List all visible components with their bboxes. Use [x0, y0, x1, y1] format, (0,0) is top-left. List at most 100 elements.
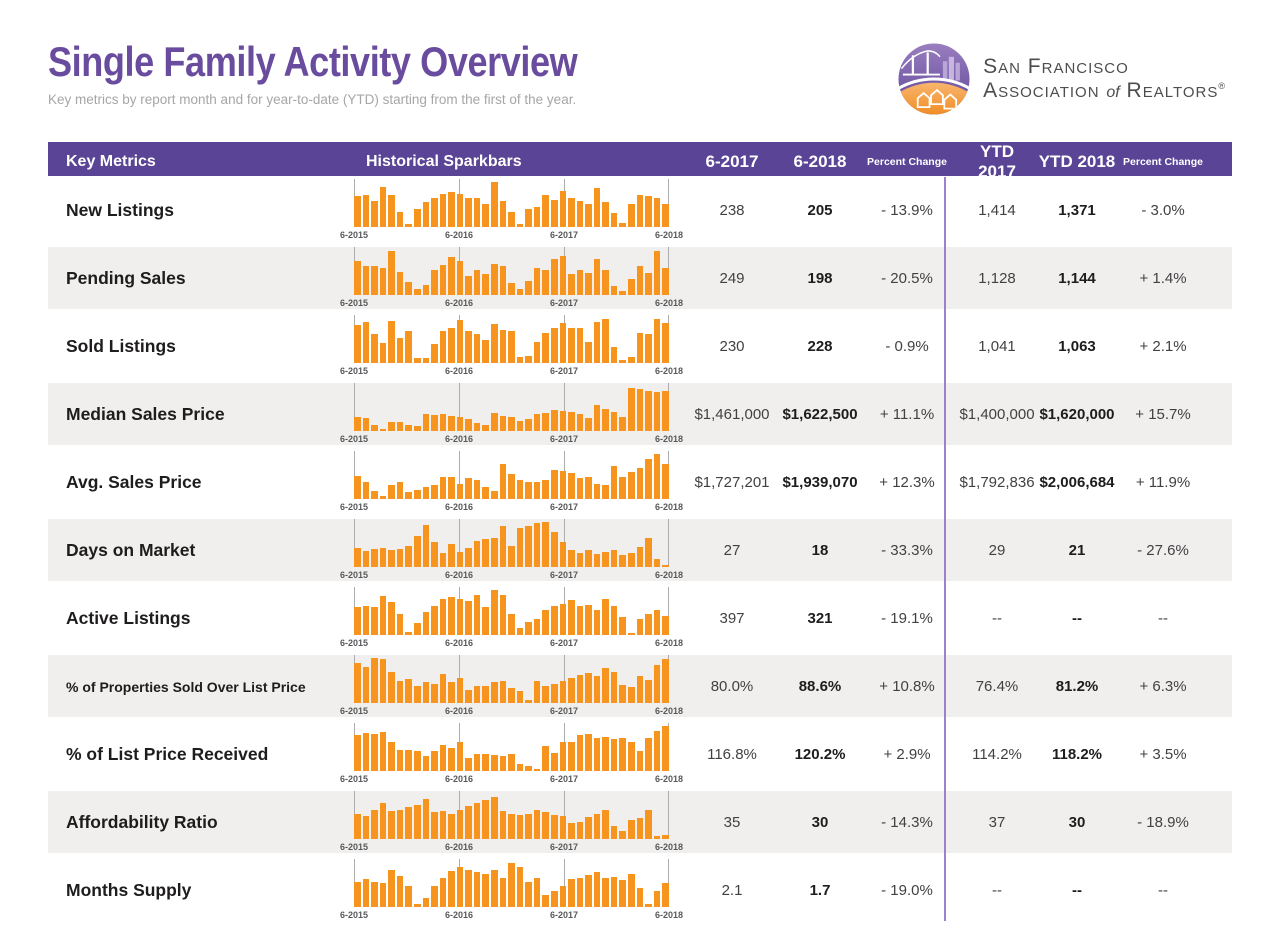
spark-bar: [636, 195, 644, 227]
value-percent-change-ytd: + 15.7%: [1135, 406, 1191, 423]
spark-bar: [388, 811, 395, 839]
spark-bar: [628, 874, 635, 907]
spark-bar: [354, 261, 361, 295]
spark-bar: [465, 758, 472, 771]
spark-gridline: [668, 587, 669, 635]
spark-bar: [465, 548, 472, 567]
spark-bar: [362, 482, 370, 499]
spark-bar: [439, 553, 447, 567]
spark-bar: [448, 682, 455, 703]
sparkbar-axis: 6-2015 6-2016 6-2017 6-2018: [340, 909, 683, 922]
spark-bar: [456, 552, 464, 567]
spark-axis-label: 6-2016: [444, 842, 473, 852]
spark-bar: [456, 484, 464, 499]
spark-bar: [516, 628, 524, 635]
spark-bar: [576, 675, 584, 703]
sparkbar-axis: 6-2015 6-2016 6-2017 6-2018: [340, 501, 683, 514]
table-row: Avg. Sales Price 6-2015 6-2016 6-2017 6-201…: [48, 448, 1232, 516]
spark-bar: [516, 289, 524, 295]
spark-bar: [636, 818, 644, 839]
spark-bar: [568, 823, 575, 839]
spark-bar: [559, 816, 567, 839]
spark-bar: [439, 331, 447, 363]
spark-bar: [593, 322, 601, 363]
spark-gridline: [354, 519, 355, 567]
spark-bar: [499, 681, 507, 703]
spark-bar: [533, 810, 541, 839]
spark-axis-label: 6-2015: [339, 774, 369, 784]
spark-bar: [593, 610, 601, 635]
spark-bar: [550, 470, 558, 499]
spark-bar: [482, 800, 489, 839]
sparkbar-cell: 6-2015 6-2016 6-2017 6-2018: [340, 315, 683, 378]
spark-axis-label: 6-2016: [444, 434, 473, 444]
spark-bar: [396, 876, 404, 907]
spark-bar: [610, 877, 618, 907]
spark-bar: [405, 224, 412, 227]
spark-axis-label: 6-2016: [444, 570, 473, 580]
spark-bar: [636, 888, 644, 907]
spark-bar: [499, 595, 507, 635]
sparkbar-axis: 6-2015 6-2016 6-2017 6-2018: [340, 433, 683, 446]
spark-bar: [628, 357, 635, 363]
spark-bar: [662, 204, 669, 227]
spark-bar: [585, 605, 592, 635]
spark-bar: [550, 200, 558, 227]
spark-bar: [602, 810, 609, 839]
spark-bar: [516, 528, 524, 567]
spark-bar: [379, 268, 387, 295]
value-ytd-2018: 81.2%: [1055, 678, 1099, 695]
spark-bar: [379, 187, 387, 227]
spark-bar: [628, 742, 635, 771]
spark-bar: [448, 814, 455, 839]
metric-label: % of List Price Received: [66, 744, 269, 764]
spark-bar: [525, 419, 532, 431]
spark-bar: [593, 484, 601, 499]
spark-bar: [422, 358, 430, 363]
sparkbar-cell: 6-2015 6-2016 6-2017 6-2018: [340, 791, 683, 854]
sparkbar: 6-2015 6-2016 6-2017 6-2018: [340, 383, 683, 446]
spark-bar: [628, 472, 635, 499]
spark-bar: [525, 482, 532, 499]
spark-bar: [482, 340, 489, 363]
spark-bar: [431, 886, 438, 907]
sparkbar-bars: [354, 383, 669, 431]
spark-bar: [396, 750, 404, 771]
value-6-2017: 35: [723, 814, 741, 831]
spark-bar: [576, 553, 584, 567]
value-6-2017: 80.0%: [710, 678, 754, 695]
spark-bar: [619, 417, 626, 431]
spark-bar: [525, 622, 532, 635]
spark-bar: [542, 270, 549, 295]
sparkbar-axis: 6-2015 6-2016 6-2017 6-2018: [340, 297, 683, 310]
spark-bar: [422, 414, 430, 431]
sparkbar-bars: [354, 179, 669, 227]
spark-bar: [405, 886, 412, 907]
spark-bar: [396, 614, 404, 635]
spark-bar: [431, 751, 438, 771]
org-name-of: of: [1106, 84, 1120, 101]
spark-bar: [542, 522, 549, 567]
spark-bar: [439, 599, 447, 635]
spark-bar: [516, 764, 524, 771]
spark-bar: [653, 319, 661, 363]
spark-axis-label: 6-2015: [339, 570, 369, 580]
header-ytd-2018: YTD 2018: [1038, 152, 1116, 171]
spark-bar: [499, 878, 507, 907]
metrics-table: Key Metrics Historical Sparkbars 6-2017 …: [48, 142, 1232, 924]
spark-bar: [516, 224, 524, 227]
spark-bar: [448, 328, 455, 363]
spark-bar: [431, 198, 438, 227]
spark-bar: [628, 279, 635, 295]
sparkbar: 6-2015 6-2016 6-2017 6-2018: [340, 519, 683, 582]
spark-bar: [628, 204, 635, 227]
spark-bar: [448, 544, 455, 567]
spark-bar: [576, 735, 584, 771]
spark-bar: [542, 610, 549, 635]
spark-bar: [388, 870, 395, 907]
table-body: New Listings 6-2015 6-2016 6-2017 6-2018 23…: [48, 176, 1232, 924]
table-row: % of List Price Received 6-2015 6-2016 6-2…: [48, 720, 1232, 788]
spark-bar: [602, 202, 609, 227]
sparkbar-bars: [354, 723, 669, 771]
spark-bar: [456, 810, 464, 839]
